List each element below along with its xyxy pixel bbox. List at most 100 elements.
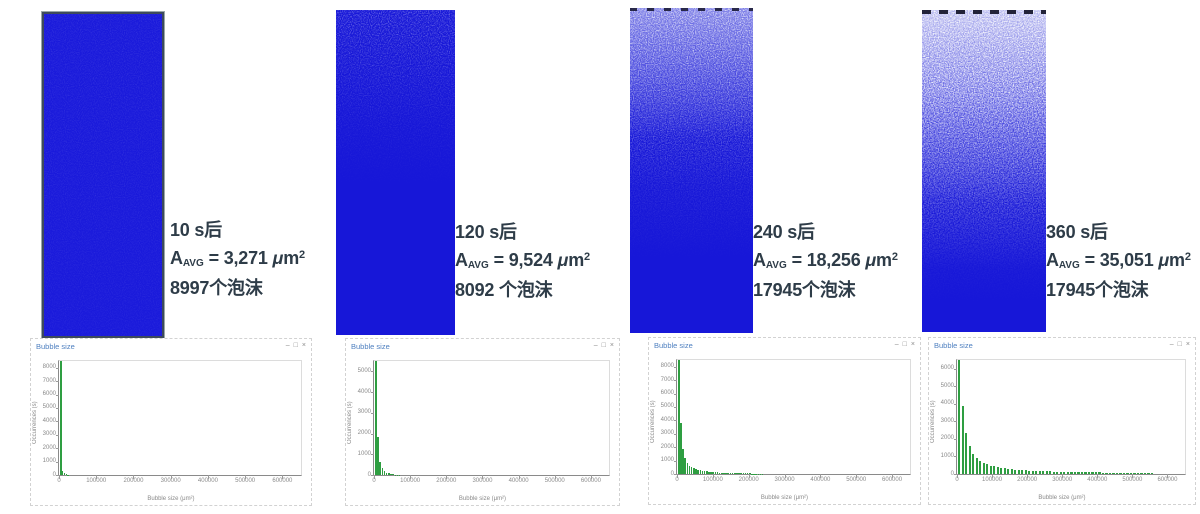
histogram-bar — [377, 436, 379, 475]
histogram-bar — [1094, 472, 1098, 474]
maximize-icon[interactable]: □ — [902, 341, 907, 348]
y-tick-mark — [674, 380, 677, 382]
x-tick-mark — [282, 475, 284, 479]
histogram-bar — [385, 472, 388, 475]
histogram-bar — [733, 473, 736, 474]
x-tick-label: 500000 — [846, 477, 867, 483]
close-icon[interactable]: × — [910, 341, 915, 348]
histogram-bar — [1136, 472, 1140, 474]
x-tick-label: 200000 — [123, 478, 144, 484]
histogram-bar — [975, 457, 978, 474]
x-tick-label: 100000 — [702, 477, 723, 483]
x-tick-label: 400000 — [197, 478, 218, 484]
histogram-bar — [1063, 471, 1066, 474]
histogram-bar — [1129, 472, 1133, 474]
histogram-bar — [972, 453, 975, 474]
y-tick-label: 5000 — [42, 404, 56, 411]
minimize-icon[interactable]: – — [894, 341, 899, 348]
histogram-bar — [379, 461, 381, 475]
bubble-size-chart-window-3: Bubble size – □ × Occurrences (s) 0 1000 2… — [648, 337, 921, 505]
histogram-bar — [682, 449, 684, 474]
histogram-bar — [723, 472, 725, 474]
window-controls: – □ × — [594, 342, 614, 350]
x-tick-mark — [957, 474, 958, 478]
x-tick-label: 0 — [955, 477, 959, 483]
y-tick-mark — [674, 474, 677, 475]
y-tick-label: 8000 — [42, 364, 56, 371]
window-controls: – □ × — [1170, 341, 1190, 349]
x-axis-label: Bubble size (μm²) — [1038, 495, 1086, 501]
x-tick-mark — [410, 475, 412, 479]
histogram-bar — [686, 463, 689, 474]
maximize-icon[interactable]: □ — [601, 342, 606, 349]
y-tick-mark — [954, 456, 957, 458]
x-tick-mark — [1132, 474, 1134, 478]
x-tick-label: 600000 — [272, 478, 293, 484]
histogram-bar — [1031, 470, 1034, 474]
y-tick-mark — [56, 448, 59, 450]
histogram-bar — [1010, 469, 1013, 474]
histogram-bar — [1070, 472, 1073, 474]
histogram-bar — [1147, 472, 1150, 474]
histogram-bar — [1073, 472, 1077, 474]
x-tick-label: 200000 — [436, 478, 457, 484]
x-tick-mark — [96, 475, 98, 479]
histogram-bar — [703, 471, 706, 474]
histogram-bar — [738, 473, 740, 474]
maximize-icon[interactable]: □ — [1177, 341, 1182, 348]
foam-image-240s — [630, 8, 753, 333]
y-axis-label: Occurrences (s) — [347, 401, 353, 445]
histogram-bar — [1143, 472, 1147, 474]
foam-image-10s — [41, 11, 165, 339]
histogram-bar — [1045, 471, 1048, 474]
x-tick-mark — [1167, 474, 1169, 478]
histogram-bar — [1108, 472, 1112, 474]
x-tick-mark — [892, 474, 894, 478]
histogram-bar — [1084, 472, 1087, 474]
histogram-bar — [701, 470, 704, 474]
y-tick-mark — [674, 447, 677, 449]
histogram-bar — [1028, 470, 1031, 474]
histogram-bar — [731, 473, 734, 474]
maximize-icon[interactable]: □ — [293, 342, 298, 349]
histogram-bar — [996, 467, 999, 474]
minimize-icon[interactable]: – — [593, 342, 598, 349]
histogram-bar — [1087, 472, 1091, 474]
plot-wrap: Occurrences (s) 0 1000 2000 3000 4000 5000 600… — [649, 352, 920, 504]
histogram-bar — [1024, 470, 1027, 474]
histogram-bar — [390, 473, 392, 475]
histogram-bar — [392, 474, 394, 475]
histogram-bar — [678, 360, 680, 474]
histogram-bar — [1105, 472, 1108, 474]
x-tick-mark — [207, 475, 209, 479]
y-tick-label: 7000 — [42, 377, 56, 384]
y-tick-mark — [674, 433, 677, 435]
x-tick-mark — [482, 475, 484, 479]
histogram-bar — [1056, 471, 1059, 474]
minimize-icon[interactable]: – — [285, 342, 290, 349]
close-icon[interactable]: × — [301, 342, 306, 349]
histogram-bar — [742, 473, 745, 474]
x-tick-mark — [748, 474, 750, 478]
x-tick-label: 500000 — [1122, 477, 1143, 483]
histogram-bar — [1066, 471, 1069, 474]
histogram-bar — [740, 473, 742, 474]
histogram-bar — [383, 471, 386, 475]
close-icon[interactable]: × — [609, 342, 614, 349]
x-tick-mark — [1027, 474, 1029, 478]
minimize-icon[interactable]: – — [1169, 341, 1174, 348]
foam-image-120s — [336, 10, 455, 335]
histogram-bar — [65, 474, 68, 475]
histogram-bar — [1000, 467, 1003, 474]
y-tick-mark — [371, 392, 374, 394]
histogram-bar — [1021, 470, 1024, 474]
histogram-bar — [690, 467, 693, 474]
y-tick-mark — [371, 412, 374, 414]
histogram-bar — [1017, 469, 1020, 474]
histogram-bar — [695, 469, 697, 474]
close-icon[interactable]: × — [1185, 341, 1190, 348]
histogram-bar — [381, 467, 384, 475]
histogram-bar — [680, 423, 682, 474]
histogram-bar — [60, 361, 62, 475]
histogram-bar — [1119, 472, 1122, 474]
